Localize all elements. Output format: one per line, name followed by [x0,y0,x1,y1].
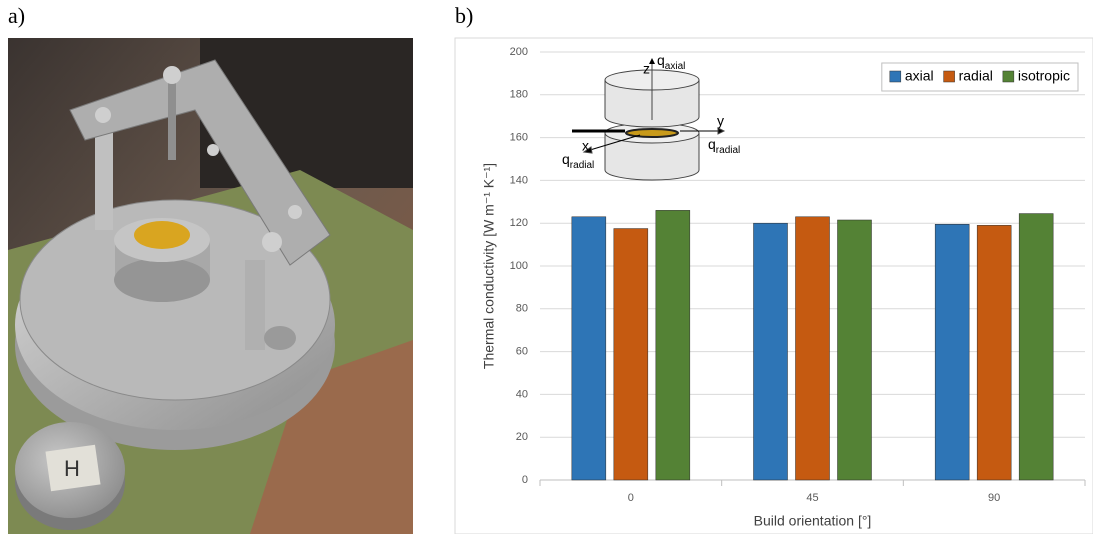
figure: a) b) H 0 20 40 60 80 100 120 140 160 180 200 0 45 90… [0,0,1093,534]
sample-label: H [64,456,80,481]
bar [796,217,830,480]
y-tick-label: 0 [522,474,528,486]
panel-label: a) [8,3,25,28]
photo: H [8,38,413,534]
x-tick-label: 45 [806,492,818,504]
legend-label: isotropic [1018,68,1070,84]
y-tick-label: 140 [510,174,528,186]
legend-swatch [1003,71,1014,82]
bar [1019,214,1053,480]
legend: axial radial isotropic [882,63,1078,91]
bar [935,224,969,480]
annotation: y [717,113,724,129]
bar [754,223,788,480]
y-axis-title: Thermal conductivity [W m⁻¹ K⁻¹] [481,163,497,369]
y-tick-label: 180 [510,89,528,101]
y-tick-label: 100 [510,260,528,272]
bar [838,220,872,480]
y-tick-label: 60 [516,346,528,358]
bar [656,210,690,480]
panel-label: b) [455,3,473,28]
annotation: z [643,61,650,77]
legend-swatch [944,71,955,82]
x-axis-title: Build orientation [°] [754,513,872,529]
legend-swatch [890,71,901,82]
legend-label: axial [905,68,934,84]
y-tick-label: 80 [516,303,528,315]
x-tick-label: 0 [628,492,634,504]
x-tick-label: 90 [988,492,1000,504]
y-tick-label: 40 [516,388,528,400]
y-tick-label: 200 [510,46,528,58]
bar [614,229,648,480]
y-tick-label: 20 [516,431,528,443]
y-tick-label: 120 [510,217,528,229]
y-tick-label: 160 [510,132,528,144]
annotation: x [582,138,589,154]
legend-label: radial [959,68,993,84]
bar [572,217,606,480]
bar [977,225,1011,480]
